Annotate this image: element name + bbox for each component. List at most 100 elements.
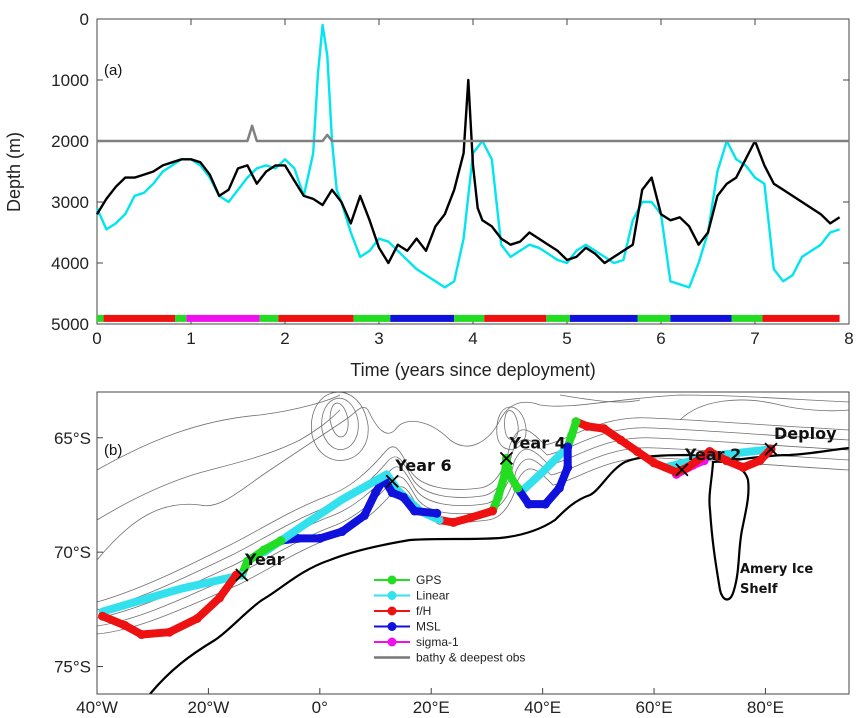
- lon-tick-label: 80°E: [747, 698, 784, 717]
- contour-line: [679, 399, 849, 421]
- track-point: [599, 424, 609, 434]
- legend-label: f/H: [416, 604, 431, 618]
- x-tick-label: 3: [374, 329, 383, 348]
- series-line: [97, 124, 849, 143]
- panel-a-mode-bar: [97, 314, 840, 322]
- track-point: [500, 469, 510, 479]
- contour-line: [97, 394, 849, 561]
- panel-a-series: [95, 23, 849, 289]
- legend-label: sigma-1: [416, 635, 459, 649]
- mode-bar-segment: [454, 314, 485, 322]
- track-point: [554, 483, 564, 493]
- y-tick-label: 0: [80, 10, 89, 29]
- x-tick-label: 6: [656, 329, 665, 348]
- track-linear: [516, 442, 572, 497]
- track-point: [465, 513, 475, 523]
- track-point: [120, 620, 130, 630]
- track-point: [649, 458, 659, 468]
- panel-b-markers: Deploy Year 2 Year 4 Year 6 Year: [235, 424, 837, 582]
- legend-swatch-marker: [387, 575, 397, 585]
- contour-line: [311, 392, 369, 461]
- lat-tick-label: 65°S: [54, 429, 91, 448]
- track-point: [449, 517, 459, 527]
- year-marker-label: Year: [244, 550, 285, 569]
- x-tick-label: 2: [280, 329, 289, 348]
- mode-bar-segment: [390, 314, 455, 322]
- panel-a-label: (a): [104, 62, 122, 79]
- panel-b-ticks: 40°W 20°W 0° 20°E 40°E 60°E 80°E 65°S 70°S 75°S: [54, 429, 784, 717]
- x-tick-label: 1: [186, 329, 195, 348]
- panel-a-timeseries: 0 1 2 3 4 5 6 7 8 0 1000 2000 3000 4000 5000 (a) Time …: [4, 10, 854, 380]
- lon-tick-label: 60°E: [636, 698, 673, 717]
- legend-label: GPS: [416, 573, 441, 587]
- track-point: [215, 593, 225, 603]
- contour-line: [97, 447, 849, 627]
- track-point: [705, 446, 715, 456]
- track-point: [616, 435, 626, 445]
- amery-label-line1: Amery Ice: [740, 562, 813, 577]
- amery-label-line2: Shelf: [740, 582, 778, 597]
- mode-bar-segment: [353, 314, 391, 322]
- mode-bar-segment: [670, 314, 732, 322]
- track-fH: [435, 507, 497, 527]
- track-point: [721, 456, 731, 466]
- y-tick-label: 4000: [51, 254, 89, 273]
- track-point: [337, 527, 347, 537]
- year-marker-x: [499, 451, 514, 465]
- y-tick-label: 3000: [51, 193, 89, 212]
- lon-tick-label: 20°W: [188, 698, 230, 717]
- contour-line: [97, 409, 341, 521]
- track-point: [513, 483, 523, 493]
- track-point: [293, 533, 303, 543]
- legend-label: bathy & deepest obs: [416, 651, 525, 665]
- legend-swatch-marker: [387, 637, 397, 647]
- mode-bar-segment: [484, 314, 547, 322]
- year-marker-x: [764, 442, 778, 456]
- contour-line: [321, 397, 359, 450]
- panel-a-ylabel: Depth (m): [4, 132, 24, 212]
- year-marker-label: Year 6: [394, 456, 451, 475]
- contour-line: [559, 394, 641, 403]
- legend-swatch-marker: [387, 622, 397, 631]
- track-point: [571, 417, 581, 427]
- mode-bar-segment: [186, 314, 260, 322]
- panel-b-map: Deploy Year 2 Year 4 Year 6 Year 40°W 20°W 0° 2…: [54, 391, 850, 717]
- mode-bar-segment: [259, 314, 279, 322]
- year-marker-label: Deploy: [774, 424, 837, 443]
- track-point: [371, 488, 381, 498]
- track-point: [276, 536, 286, 546]
- track-point: [582, 421, 592, 431]
- x-tick-label: 8: [844, 329, 853, 348]
- mode-bar-segment: [569, 314, 638, 322]
- year-marker-label: Year 2: [684, 445, 741, 464]
- track-point: [563, 463, 573, 472]
- mode-bar-segment: [175, 314, 187, 322]
- track-point: [487, 506, 497, 516]
- x-tick-label: 0: [92, 329, 101, 348]
- legend-swatch-marker: [387, 606, 397, 616]
- x-tick-label: 5: [562, 329, 571, 348]
- panel-b-frame: [96, 391, 850, 695]
- track-point: [410, 506, 420, 516]
- track-point: [315, 533, 325, 543]
- track-point: [242, 556, 252, 566]
- contour-line: [97, 427, 849, 611]
- track-point: [738, 463, 748, 472]
- track-point: [567, 430, 577, 440]
- track-point: [164, 627, 174, 637]
- x-tick-label: 4: [468, 329, 477, 348]
- track-point: [524, 499, 534, 509]
- mode-bar-segment: [637, 314, 671, 322]
- track-point: [398, 492, 408, 502]
- mode-bar-segment: [731, 314, 763, 322]
- y-tick-label: 5000: [51, 315, 89, 334]
- y-tick-label: 1000: [51, 71, 89, 90]
- series-line: [95, 23, 840, 289]
- contour-line: [97, 417, 849, 603]
- track-point: [540, 499, 550, 509]
- track-point: [98, 611, 108, 621]
- lon-tick-label: 20°E: [413, 698, 450, 717]
- contour-line: [329, 402, 349, 438]
